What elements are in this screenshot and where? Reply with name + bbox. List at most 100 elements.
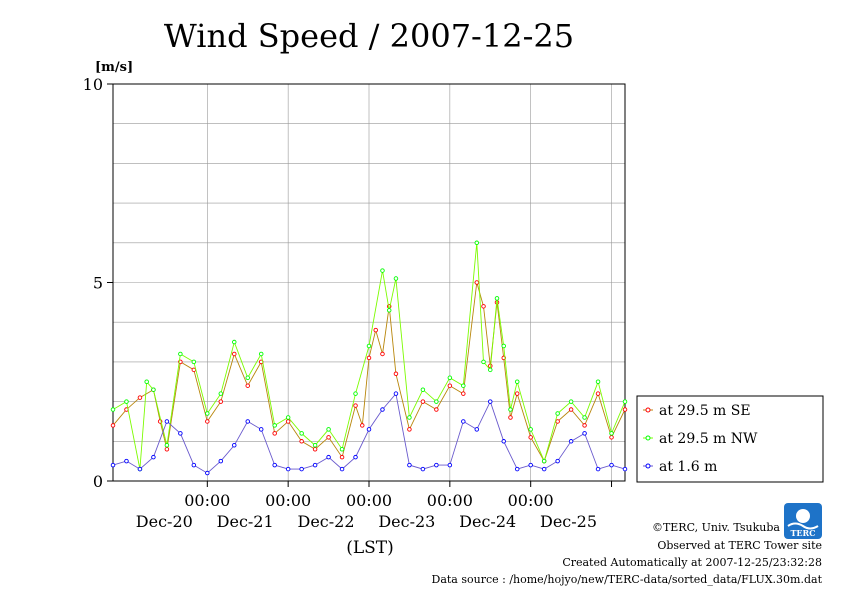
data-point <box>272 431 277 436</box>
water-drop-icon <box>796 509 810 523</box>
data-point <box>366 343 372 349</box>
y-tick-label: 10 <box>83 75 103 94</box>
data-point <box>178 351 183 357</box>
data-point <box>258 351 264 357</box>
data-point <box>501 439 506 444</box>
grid <box>113 84 625 481</box>
data-point <box>191 359 197 365</box>
data-point <box>555 458 560 464</box>
data-point <box>353 454 358 460</box>
observed-text: Observed at TERC Tower site <box>657 539 822 552</box>
wave-icon <box>787 522 819 530</box>
data-point <box>568 439 574 444</box>
data-point <box>285 419 291 424</box>
data-point <box>353 403 358 408</box>
data-point <box>218 458 224 464</box>
data-point <box>326 427 331 432</box>
terc-logo: TERC <box>784 503 822 539</box>
data-point <box>373 327 378 333</box>
data-point <box>124 458 129 464</box>
data-point <box>393 276 399 281</box>
data-point <box>609 435 614 440</box>
data-point <box>474 280 480 285</box>
data-point <box>299 431 304 436</box>
data-point <box>514 466 520 472</box>
legend-label: at 29.5 m NW <box>659 431 758 447</box>
data-point <box>420 387 426 392</box>
x-tick-time-label: 00:00 <box>265 491 311 510</box>
y-tick-label: 0 <box>93 472 103 491</box>
data-point <box>178 431 183 436</box>
legend-marker <box>645 463 651 469</box>
data-point <box>582 415 587 420</box>
legend-box <box>636 395 824 483</box>
data-point <box>555 419 560 424</box>
data-point <box>514 391 520 396</box>
data-point <box>366 355 372 361</box>
data-point <box>541 458 547 464</box>
data-point <box>258 427 264 432</box>
data-point <box>555 411 560 416</box>
data-point <box>420 466 426 472</box>
data-point <box>137 466 143 472</box>
series-line <box>112 282 626 463</box>
data-point <box>595 466 601 472</box>
y-axis: 0 5 10 <box>83 75 113 491</box>
data-point <box>137 395 143 400</box>
data-point <box>232 351 237 357</box>
data-point <box>508 407 513 412</box>
data-point <box>164 446 170 452</box>
data-point <box>461 383 466 388</box>
data-point <box>232 339 237 345</box>
legend-marker <box>645 407 651 413</box>
data-point <box>164 443 170 448</box>
x-axis: 00:00 Dec-20 00:00 Dec-21 00:00 Dec-22 00:00 De… <box>136 481 613 531</box>
data-source-text: Data source : /home/hojyo/new/TERC-data/… <box>432 573 823 586</box>
data-point <box>434 462 439 468</box>
data-point <box>528 435 533 440</box>
data-point <box>339 446 345 452</box>
data-point <box>447 383 453 388</box>
data-point <box>461 419 466 424</box>
series-1 <box>110 280 628 464</box>
data-point <box>110 462 116 468</box>
data-point <box>245 383 250 388</box>
data-point <box>164 419 170 424</box>
data-point <box>481 359 486 365</box>
data-point <box>622 466 628 472</box>
data-point <box>609 462 614 468</box>
data-point <box>285 415 291 420</box>
data-point <box>407 462 412 468</box>
legend-label: at 1.6 m <box>659 459 717 475</box>
x-tick-time-label: 00:00 <box>508 491 554 510</box>
data-point <box>582 423 587 428</box>
data-point <box>622 407 628 412</box>
data-point <box>434 407 439 412</box>
x-tick-day-label: Dec-24 <box>459 512 516 531</box>
legend-marker <box>645 435 651 441</box>
data-point <box>447 462 453 468</box>
series-2 <box>110 240 628 472</box>
copyright-text: ©TERC, Univ. Tsukuba <box>652 521 780 534</box>
data-point <box>568 399 574 404</box>
data-point <box>380 268 385 273</box>
data-point <box>312 443 318 448</box>
x-tick-time-label: 00:00 <box>184 491 230 510</box>
data-point <box>245 375 250 381</box>
data-point <box>366 427 372 432</box>
x-tick-day-label: Dec-22 <box>297 512 354 531</box>
x-tick-day-label: Dec-23 <box>378 512 435 531</box>
data-point <box>595 391 601 396</box>
data-point <box>595 379 601 385</box>
data-point <box>299 466 304 472</box>
data-point <box>380 407 385 412</box>
data-point <box>205 419 210 424</box>
data-point <box>528 427 533 432</box>
terc-logo-text: TERC <box>790 528 815 538</box>
data-point <box>339 466 345 472</box>
data-point <box>407 415 412 420</box>
data-point <box>339 454 345 460</box>
data-point <box>272 423 277 428</box>
data-point <box>447 375 453 381</box>
